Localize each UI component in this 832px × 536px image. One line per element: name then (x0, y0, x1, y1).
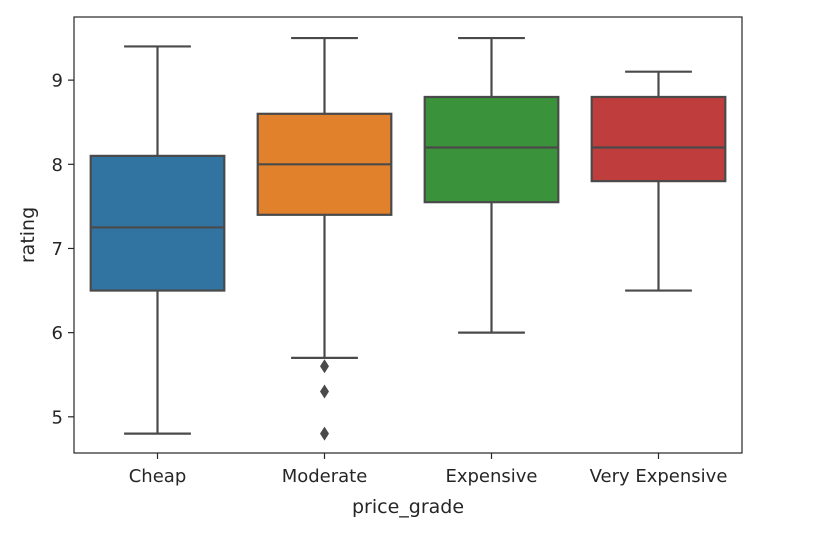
outlier-point (320, 359, 329, 374)
x-axis: Cheap Moderate Expensive Very Expensive (129, 453, 728, 487)
x-tick-label: Expensive (445, 466, 537, 487)
y-tick-label: 6 (52, 323, 63, 344)
y-axis-label: rating (17, 207, 39, 263)
y-tick-label: 7 (52, 239, 63, 260)
outlier-point (320, 426, 329, 441)
box-group-2 (423, 36, 560, 334)
iqr-box (423, 95, 560, 204)
y-tick-label: 9 (52, 71, 63, 92)
outlier-point (320, 384, 329, 399)
x-axis-label: price_grade (352, 496, 464, 518)
y-tick-label: 5 (52, 407, 63, 428)
x-tick-label: Moderate (282, 466, 368, 487)
y-tick-label: 8 (52, 155, 63, 176)
box-group-3 (590, 70, 727, 292)
iqr-box (89, 154, 226, 292)
boxes-layer (89, 36, 727, 441)
plot-frame (73, 16, 743, 454)
box-group-0 (89, 45, 226, 435)
y-axis: 5 6 7 8 9 (52, 71, 74, 428)
x-tick-label: Very Expensive (590, 466, 728, 487)
box-group-1 (256, 36, 393, 441)
iqr-box (590, 95, 727, 183)
x-tick-label: Cheap (129, 466, 187, 487)
